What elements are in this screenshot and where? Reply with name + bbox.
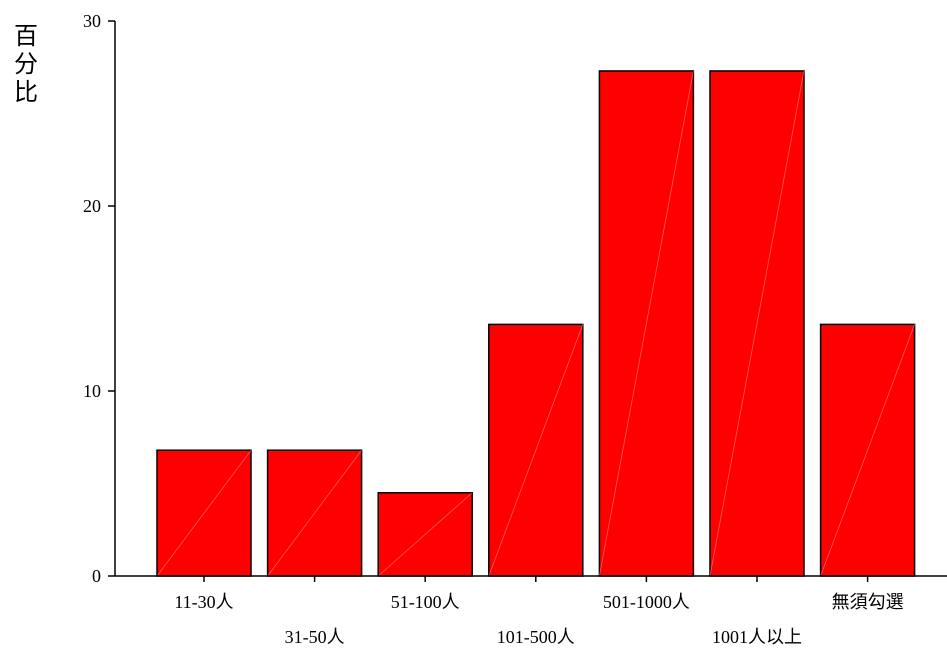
bar-highlight-line [267, 449, 362, 577]
x-tick-label: 11-30人 [174, 592, 233, 612]
x-tick-label: 101-500人 [497, 627, 575, 647]
bars [156, 70, 916, 577]
bar-highlight-line [377, 492, 473, 577]
x-tick-label: 1001人以上 [712, 627, 802, 647]
bar [709, 70, 805, 577]
bar [488, 323, 584, 577]
y-axis-label-text: 百分比 [14, 22, 38, 106]
x-axis: 11-30人 31-50人 51-100人 101-500人 501-1000人 1001… [174, 576, 904, 647]
bar-highlight-line [599, 70, 694, 577]
bar-highlight-line [488, 324, 584, 577]
y-tick-label: 0 [92, 566, 101, 586]
bar [598, 70, 695, 577]
x-tick-label: 51-100人 [391, 592, 460, 612]
y-tick-label: 20 [83, 196, 101, 216]
bar [819, 323, 916, 577]
y-tick-label: 10 [83, 381, 101, 401]
x-tick-label: 無須勾選 [832, 592, 904, 612]
y-axis: 0 10 20 30 [83, 11, 115, 586]
bar-highlight-line [709, 70, 805, 577]
bar [377, 492, 473, 577]
bar-highlight-line [156, 449, 252, 577]
bar [156, 449, 252, 577]
bar [266, 449, 363, 577]
bar-highlight-line [820, 324, 915, 577]
x-tick-label: 501-1000人 [603, 592, 690, 612]
y-axis-label: 百分比 [14, 22, 38, 106]
y-tick-label: 30 [83, 11, 101, 31]
x-tick-label: 31-50人 [285, 627, 345, 647]
